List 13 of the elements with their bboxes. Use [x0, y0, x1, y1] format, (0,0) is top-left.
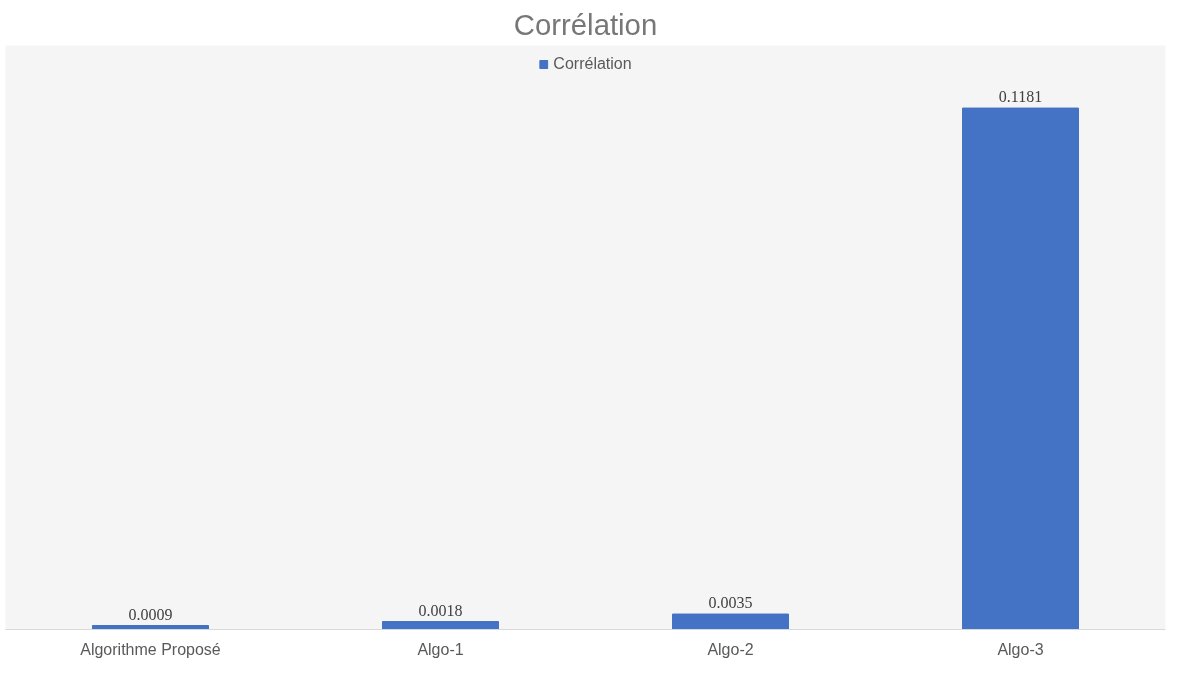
x-tick-label: Algorithme Proposé: [80, 640, 221, 658]
x-tick-label: Algo-1: [417, 640, 464, 658]
chart-title: Corrélation: [513, 7, 658, 41]
x-tick-label: Algo-2: [707, 640, 754, 658]
legend-label: Corrélation: [553, 55, 632, 73]
bar: [962, 107, 1079, 630]
data-label: 0.1181: [998, 88, 1043, 106]
data-label: 0.0018: [418, 601, 463, 619]
data-label: 0.0009: [128, 605, 173, 623]
bar: [672, 613, 789, 630]
bar: [382, 621, 499, 630]
x-tick-label: Algo-3: [997, 640, 1044, 658]
data-label: 0.0035: [708, 594, 753, 612]
